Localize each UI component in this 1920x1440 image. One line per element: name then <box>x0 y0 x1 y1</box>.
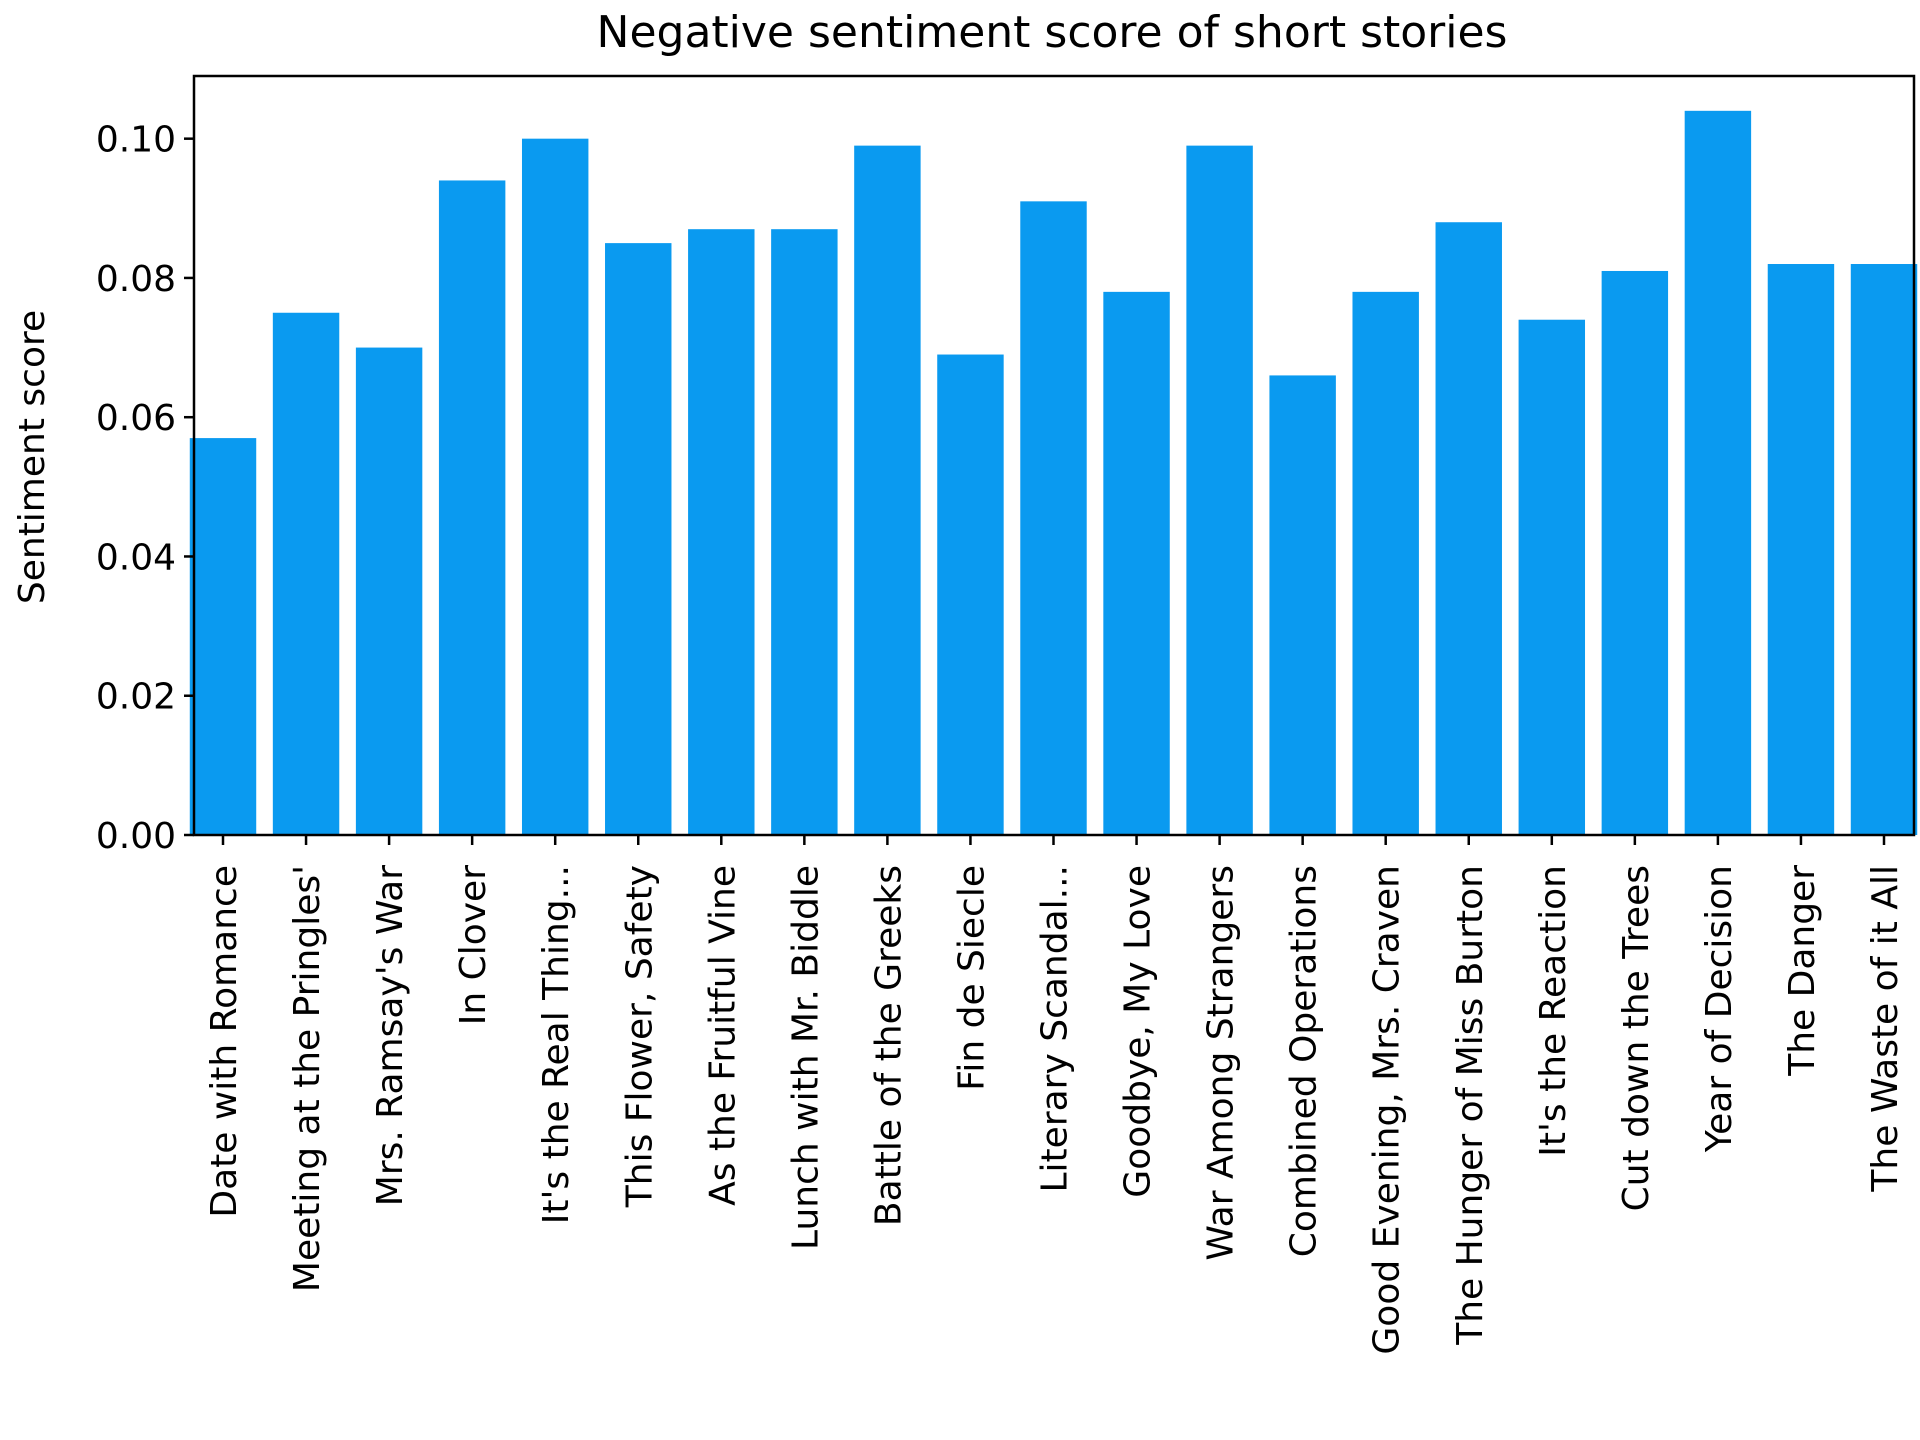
bar <box>854 145 921 835</box>
bar <box>189 438 257 835</box>
bars-group <box>189 110 1918 836</box>
x-tick-label: Date with Romance <box>204 865 245 1218</box>
bar <box>605 243 672 835</box>
plot-frame <box>192 74 1916 837</box>
x-tick-label: Cut down the Trees <box>1616 865 1657 1211</box>
x-tick-label: Good Evening, Mrs. Craven <box>1367 865 1408 1355</box>
x-tick-label: This Flower, Safety <box>619 865 660 1208</box>
bar <box>1518 319 1586 836</box>
x-tick-label: Goodbye, My Love <box>1118 865 1159 1198</box>
bar <box>771 229 838 835</box>
x-tick-label: It's the Reaction <box>1533 865 1574 1157</box>
x-tick-label: Mrs. Ramsay's War <box>370 865 411 1206</box>
bar <box>521 138 589 836</box>
y-axis-title: Sentiment score <box>12 310 53 604</box>
x-tick-label: In Clover <box>453 865 494 1025</box>
y-tick-label: 0.06 <box>96 398 176 439</box>
x-tick-label: War Among Strangers <box>1201 865 1242 1261</box>
bar <box>1684 110 1752 835</box>
x-tick-label: The Hunger of Miss Burton <box>1450 865 1491 1346</box>
bar <box>1767 264 1835 835</box>
x-axis-ticks: Date with Romance Meeting at the Pringles… <box>204 835 1906 1355</box>
y-tick-label: 0.08 <box>96 259 176 300</box>
y-tick-label: 0.04 <box>96 537 176 578</box>
x-tick-label: Meeting at the Pringles' <box>287 865 328 1292</box>
bar <box>688 229 755 835</box>
bar <box>438 180 506 835</box>
bar <box>272 312 340 835</box>
bar <box>1269 375 1336 835</box>
x-tick-label: Combined Operations <box>1284 865 1325 1257</box>
y-tick-label: 0.00 <box>96 816 176 857</box>
chart-title: Negative sentiment score of short storie… <box>597 7 1508 58</box>
x-tick-label: It's the Real Thing... <box>536 865 577 1224</box>
x-tick-label: Literary Scandal... <box>1035 865 1076 1193</box>
bar <box>1186 145 1253 835</box>
bar <box>937 354 1004 835</box>
x-tick-label: The Waste of it All <box>1865 865 1906 1193</box>
x-tick-label: Fin de Siecle <box>951 865 992 1091</box>
bar <box>1850 264 1918 835</box>
y-tick-label: 0.02 <box>96 677 176 718</box>
x-tick-label: Year of Decision <box>1699 865 1740 1153</box>
bar <box>1020 201 1087 836</box>
y-axis-ticks: 0.00 0.02 0.04 0.06 0.08 0.10 <box>96 120 194 857</box>
x-tick-label: Battle of the Greeks <box>868 865 909 1226</box>
bar <box>1601 270 1669 836</box>
y-tick-label: 0.10 <box>96 120 176 161</box>
x-tick-label: As the Fruitful Vine <box>702 865 743 1206</box>
x-tick-label: Lunch with Mr. Biddle <box>785 865 826 1250</box>
bar <box>1352 291 1419 835</box>
bar <box>1103 291 1170 835</box>
bar <box>1435 222 1502 836</box>
x-tick-label: The Danger <box>1782 865 1823 1077</box>
bar <box>355 347 423 835</box>
